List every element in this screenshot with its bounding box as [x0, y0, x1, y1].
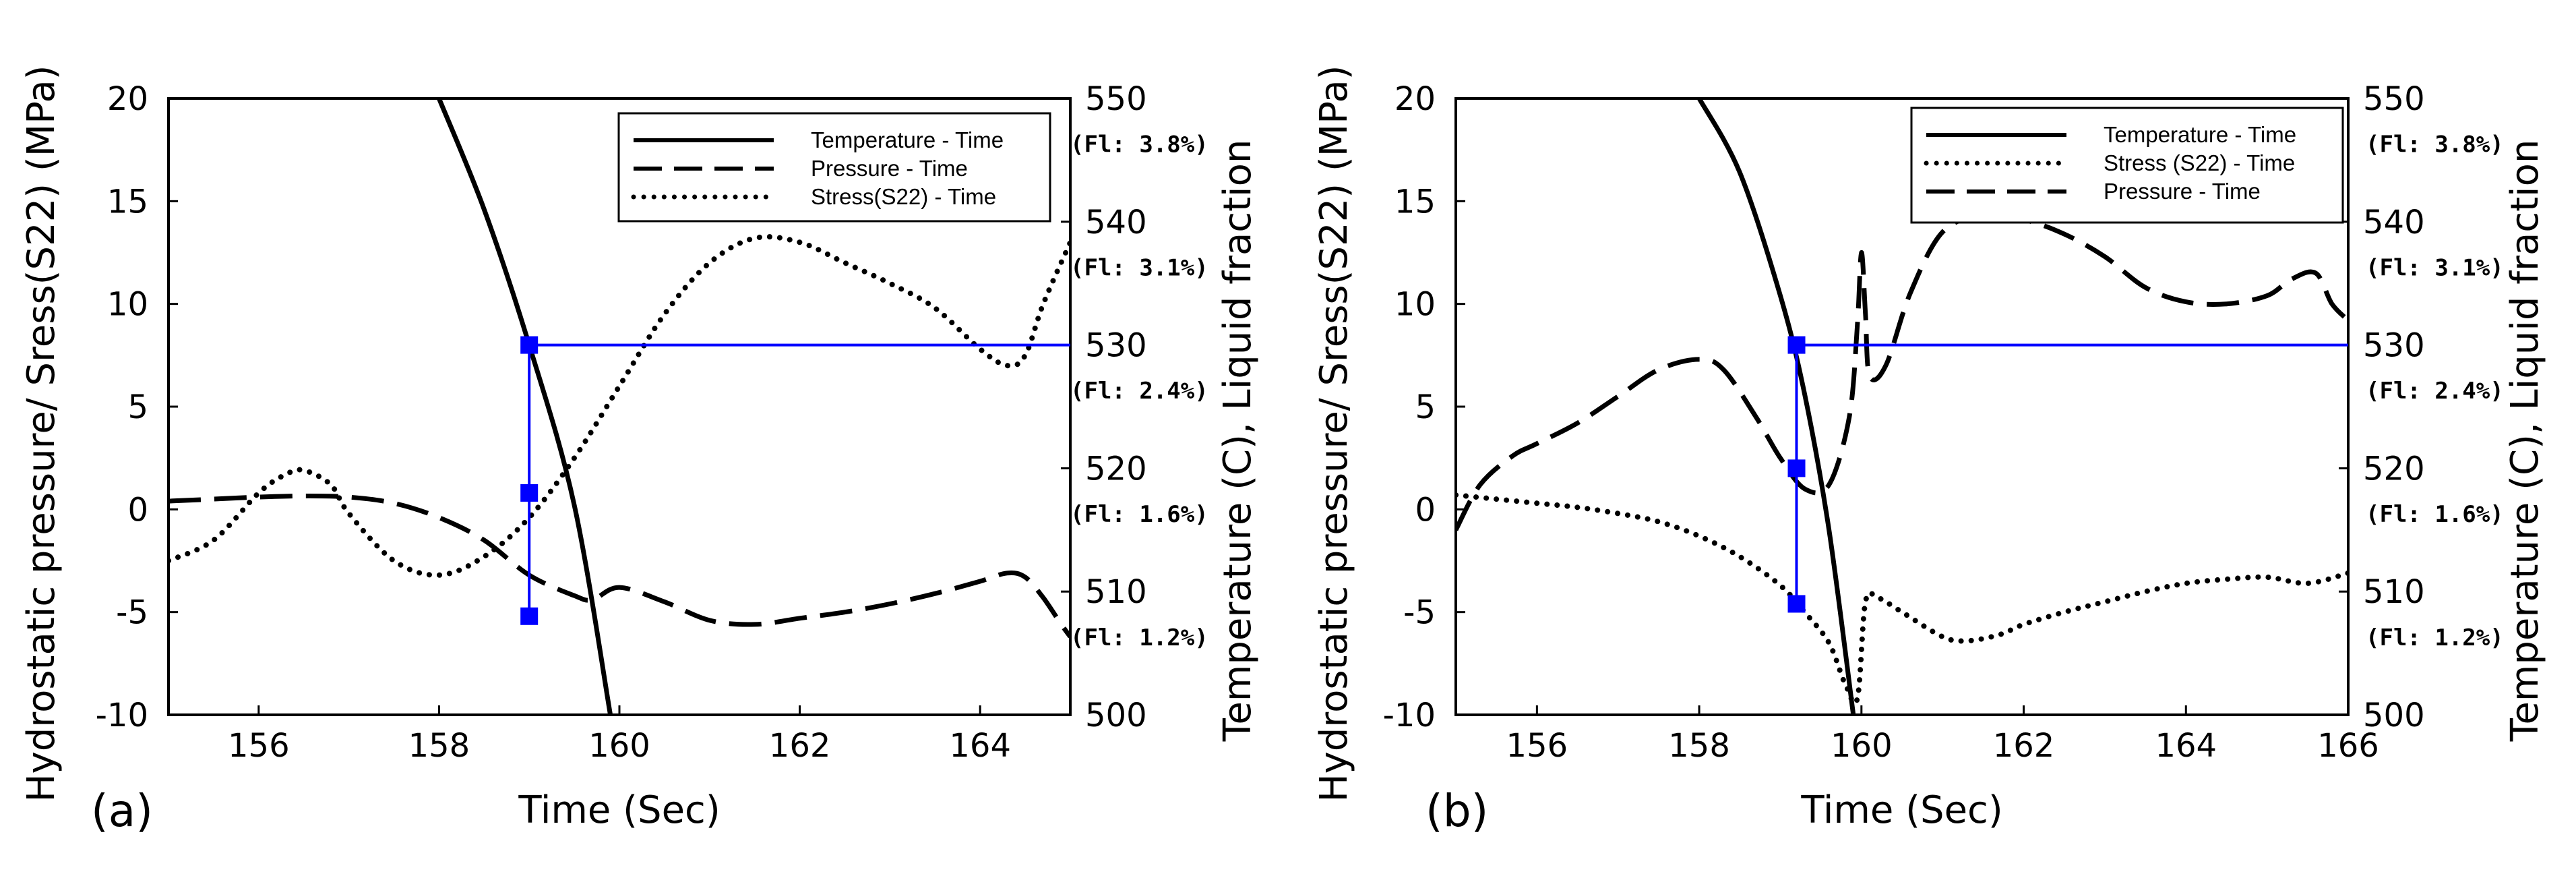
y-tick-label: -10 — [96, 697, 148, 734]
liquid-fraction-label: (Fl: 3.1%) — [2366, 254, 2504, 281]
y2-tick-label: 540 — [1085, 204, 1147, 241]
y2-tick-label: 500 — [1085, 697, 1147, 734]
legend-label: Temperature - Time — [2104, 122, 2296, 147]
y2-tick-label: 530 — [2363, 327, 2425, 365]
y-tick-label: 10 — [107, 286, 148, 324]
x-tick-label: 164 — [949, 727, 1011, 765]
liquid-fraction-label: (Fl: 1.2%) — [1070, 624, 1208, 651]
x-tick-label: 156 — [228, 727, 290, 765]
y-axis-title: Hydrostatic pressure/ Sress(S22) (MPa) — [1312, 65, 1356, 802]
series-line-pressure-time — [1456, 212, 2348, 531]
liquid-fraction-label: (Fl: 1.2%) — [2366, 624, 2504, 651]
y2-tick-label: 550 — [2363, 80, 2425, 118]
legend: Temperature - Time Stress (S22) - Time Pre… — [1910, 107, 2344, 224]
liquid-fraction-label: (Fl: 3.8%) — [2366, 132, 2504, 158]
guide-marker — [1787, 595, 1806, 613]
legend-label: Pressure - Time — [2104, 179, 2261, 204]
chart-panel-a: 156 158 160 162 164-10-505101520500510520530… — [20, 65, 1260, 837]
chart-panel-b: 156 158 160 162 164 166-10-505101520500510520… — [1312, 65, 2547, 837]
liquid-fraction-label: (Fl: 2.4%) — [2366, 378, 2504, 405]
y2-axis-title: Temperature (C), Liquid fraction — [2503, 140, 2547, 742]
legend-box — [1910, 107, 2344, 224]
guide-marker — [1787, 459, 1806, 477]
x-tick-label: 156 — [1506, 727, 1568, 765]
legend: Temperature - Time Pressure - Time Stress(… — [617, 112, 1051, 223]
y-tick-label: 20 — [107, 80, 148, 118]
liquid-fraction-label: (Fl: 1.6%) — [2366, 501, 2504, 528]
y-tick-label: 5 — [127, 388, 148, 426]
series-line-temperature-time — [437, 98, 613, 715]
y-tick-label: 0 — [1415, 491, 1436, 529]
liquid-fraction-label: (Fl: 3.1%) — [1070, 254, 1208, 281]
x-tick-label: 160 — [588, 727, 650, 765]
series-line-stress-s22-time — [168, 234, 1070, 578]
y2-tick-label: 550 — [1085, 80, 1147, 118]
x-tick-label: 164 — [2155, 727, 2217, 765]
y-axis-title: Hydrostatic pressure/ Sress(S22) (MPa) — [20, 65, 63, 802]
y-tick-label: 10 — [1394, 286, 1436, 324]
guide-marker — [1787, 336, 1806, 354]
series-line-stress-s22-time — [1456, 492, 2348, 706]
y2-tick-label: 540 — [2363, 204, 2425, 241]
series-line-temperature-time — [1697, 98, 1856, 715]
guide-marker — [520, 484, 539, 502]
y-tick-label: -5 — [1403, 594, 1436, 632]
x-tick-label: 162 — [1993, 727, 2055, 765]
x-tick-label: 158 — [1668, 727, 1730, 765]
x-tick-label: 160 — [1831, 727, 1893, 765]
legend-label: Temperature - Time — [811, 127, 1004, 152]
y2-tick-label: 530 — [1085, 327, 1147, 365]
y2-tick-label: 510 — [1085, 573, 1147, 611]
panel-label: (b) — [1425, 785, 1488, 837]
panel-label: (a) — [91, 785, 153, 837]
y2-axis-title: Temperature (C), Liquid fraction — [1216, 140, 1260, 742]
y-tick-label: 15 — [107, 183, 148, 221]
y2-tick-label: 520 — [1085, 450, 1147, 488]
liquid-fraction-label: (Fl: 3.8%) — [1070, 132, 1208, 158]
legend-label: Stress(S22) - Time — [811, 184, 996, 209]
x-tick-label: 162 — [769, 727, 831, 765]
y-tick-label: 15 — [1394, 183, 1436, 221]
series-line-pressure-time — [168, 493, 1070, 639]
liquid-fraction-label: (Fl: 1.6%) — [1070, 501, 1208, 528]
guide-marker — [520, 336, 539, 354]
y-tick-label: 5 — [1415, 388, 1436, 426]
y-tick-label: 0 — [127, 491, 148, 529]
plot-area — [1456, 98, 2348, 715]
y-tick-label: 20 — [1394, 80, 1436, 118]
guide-marker — [520, 607, 539, 625]
x-axis-title: Time (Sec) — [518, 788, 720, 832]
liquid-fraction-label: (Fl: 2.4%) — [1070, 378, 1208, 405]
y2-tick-label: 510 — [2363, 573, 2425, 611]
y-tick-label: -10 — [1383, 697, 1436, 734]
x-tick-label: 166 — [2317, 727, 2379, 765]
y2-tick-label: 520 — [2363, 450, 2425, 488]
legend-label: Pressure - Time — [811, 156, 968, 181]
y-tick-label: -5 — [116, 594, 148, 632]
y2-tick-label: 500 — [2363, 697, 2425, 734]
legend-label: Stress (S22) - Time — [2104, 150, 2295, 175]
x-axis-title: Time (Sec) — [1800, 788, 2002, 832]
x-tick-label: 158 — [408, 727, 470, 765]
